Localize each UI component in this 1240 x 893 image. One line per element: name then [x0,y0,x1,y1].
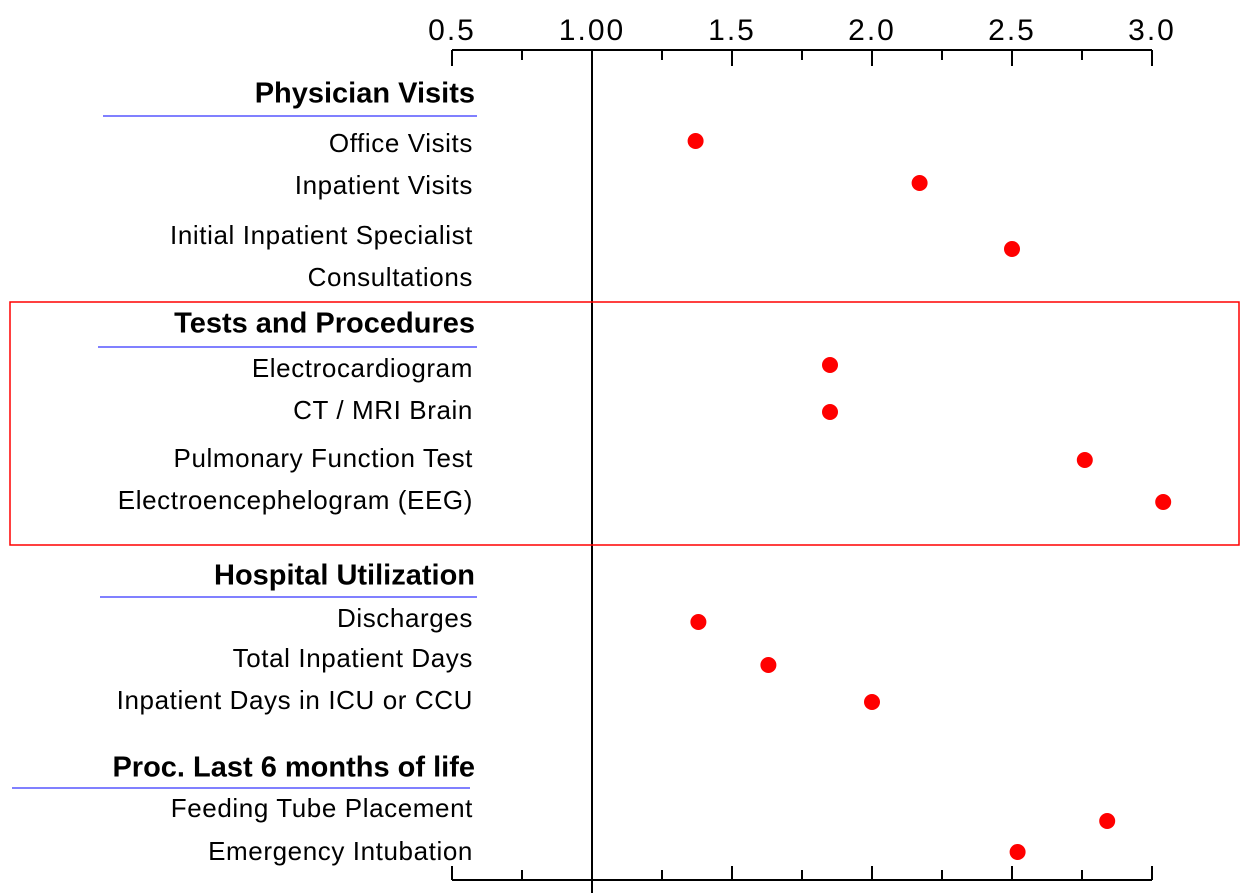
x-tick-label: 1.00 [559,14,625,47]
item-label: Electrocardiogram [252,353,473,383]
group-header: Physician Visits [255,78,475,110]
highlight-box [9,301,1240,546]
x-tick-label: 3.0 [1128,14,1176,47]
item-label: Inpatient Days in ICU or CCU [117,685,473,715]
dot [911,175,928,191]
group-header: Proc. Last 6 months of life [112,752,475,784]
item-label: Inpatient Visits [295,170,473,200]
dot [687,133,704,149]
dot [864,694,880,710]
x-tick-label: 2.0 [848,14,896,47]
item-label: Consultations [308,262,473,292]
item-label: Office Visits [329,128,473,158]
item-label: CT / MRI Brain [293,395,473,425]
dot [1099,813,1116,829]
dot [1004,241,1020,257]
item-label: Initial Inpatient Specialist [170,220,473,250]
dot [1009,844,1026,860]
x-tick-label: 0.5 [428,14,476,47]
dot [760,657,777,673]
dot [1076,452,1093,468]
group-header: Hospital Utilization [214,560,475,592]
item-label: Feeding Tube Placement [171,793,473,823]
item-label: Emergency Intubation [208,836,473,866]
x-tick-label: 2.5 [988,14,1036,47]
x-tick-label: 1.5 [708,14,756,47]
item-label: Discharges [337,603,473,633]
dot [690,614,707,630]
group-header: Tests and Procedures [174,308,475,340]
item-label: Total Inpatient Days [233,643,473,673]
dot [822,357,838,373]
dot [1155,494,1172,510]
item-label: Pulmonary Function Test [174,443,474,473]
item-label: Electroencephelogram (EEG) [118,485,473,515]
dot [822,404,838,420]
